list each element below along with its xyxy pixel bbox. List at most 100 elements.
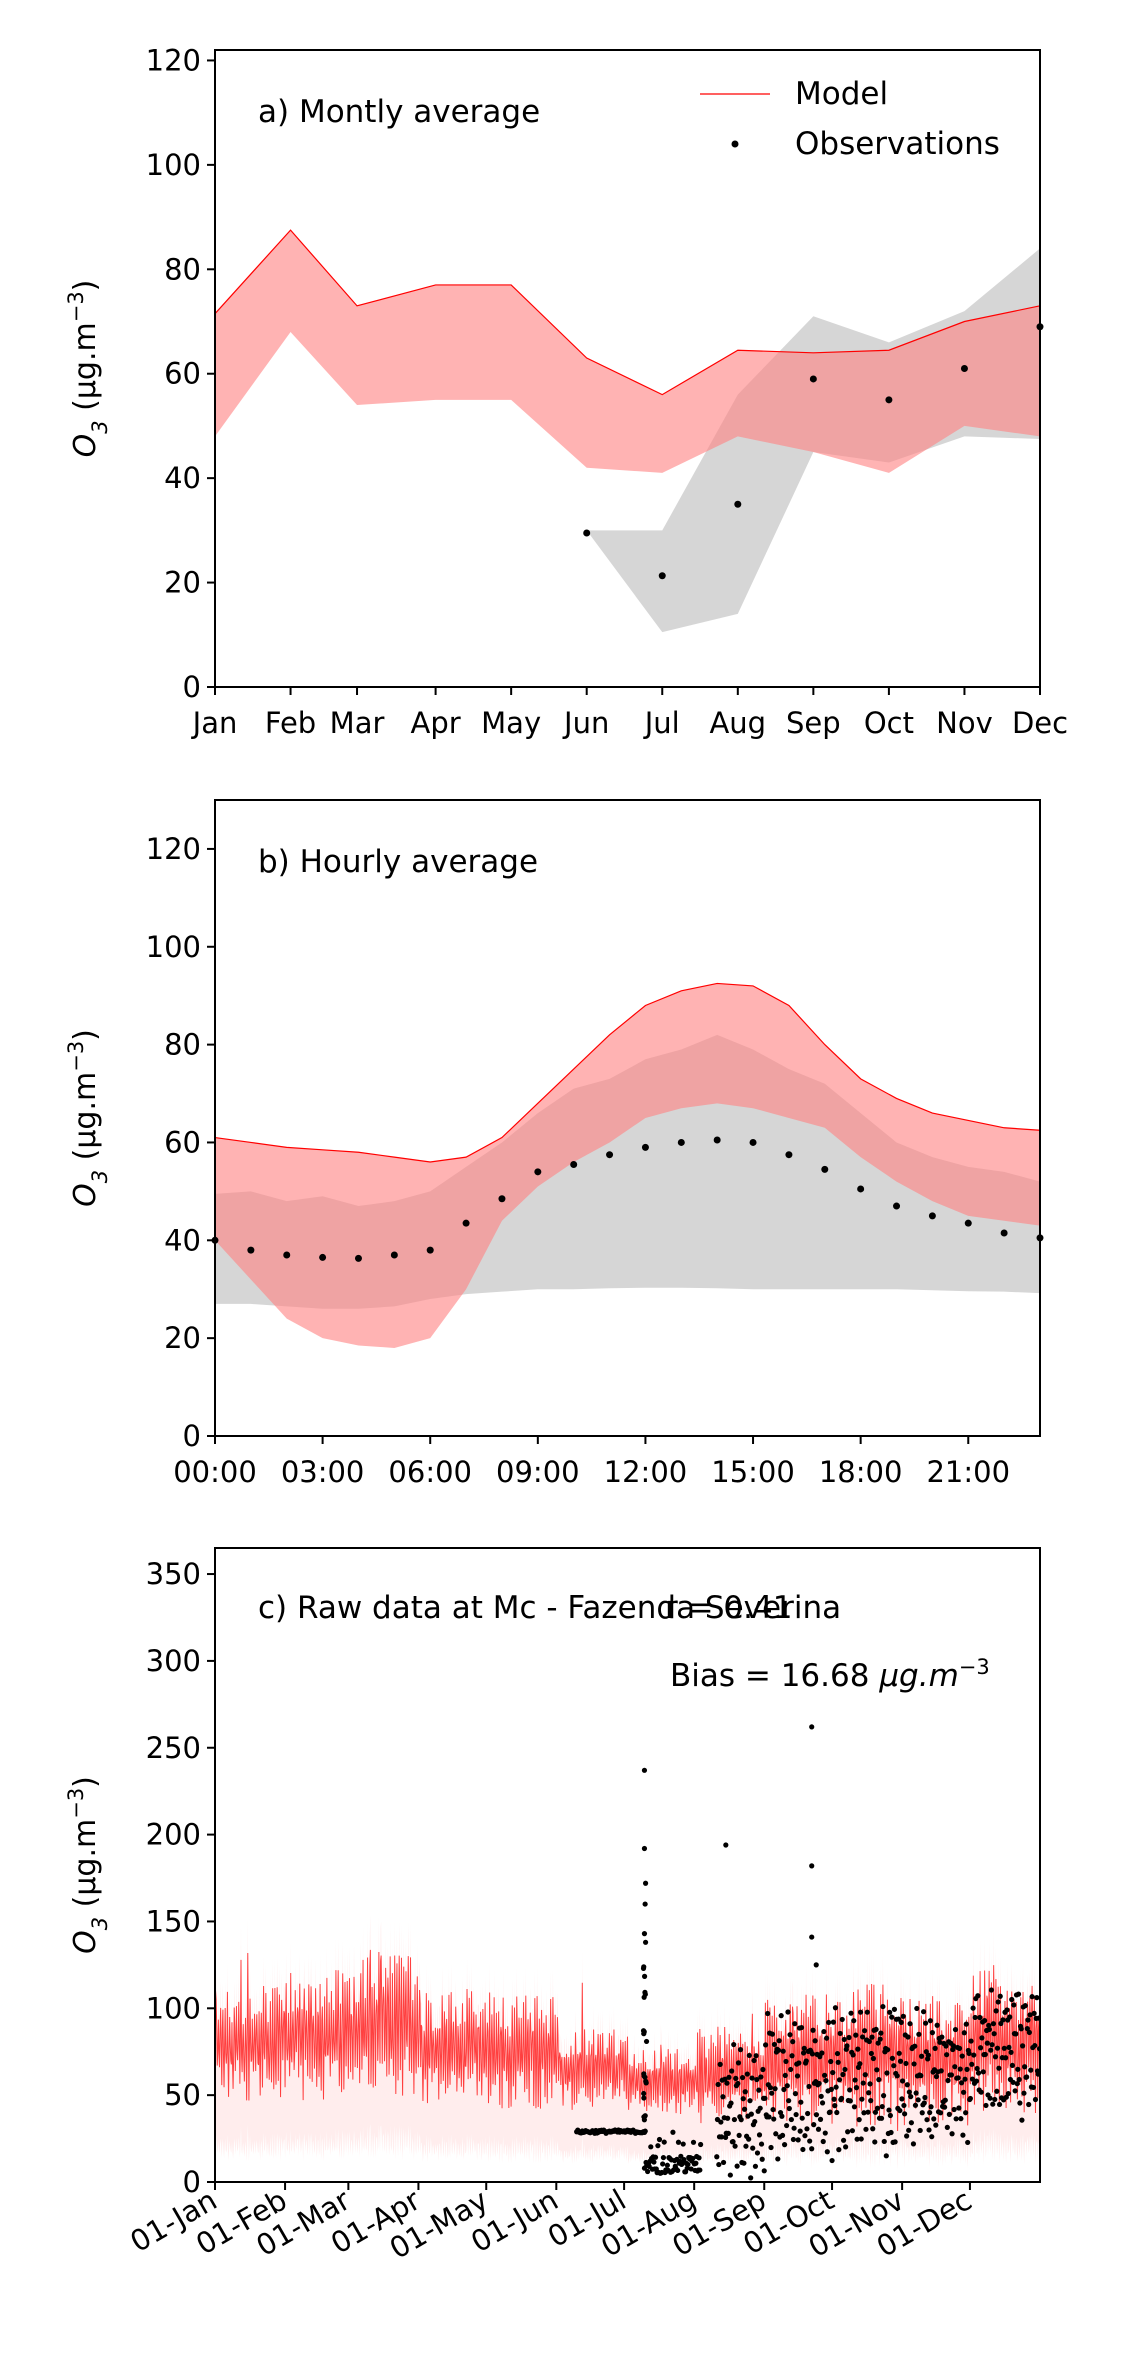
observation-raw-point — [835, 2059, 841, 2065]
observation-raw-point — [956, 2045, 963, 2051]
observation-raw-point — [1019, 2117, 1025, 2123]
observation-raw-point — [722, 2076, 728, 2082]
observation-raw-point — [917, 2127, 923, 2134]
panel-c-plot-area — [215, 1724, 1040, 2181]
observation-raw-point — [742, 2089, 748, 2095]
observation-raw-point — [908, 2120, 914, 2126]
observation-raw-point — [819, 2050, 825, 2056]
observation-raw-point — [884, 2070, 890, 2076]
observation-raw-point — [994, 2045, 1001, 2051]
observation-raw-point — [886, 2107, 892, 2113]
observation-raw-point — [809, 1724, 815, 1730]
ylabel-units: (μg.m — [68, 1072, 103, 1170]
observation-raw-point — [866, 2038, 872, 2045]
observation-raw-point — [859, 2096, 865, 2102]
observation-raw-point — [809, 2051, 815, 2057]
observation-raw-point — [963, 2110, 969, 2116]
observation-raw-point — [1022, 2003, 1028, 2009]
observation-raw-point — [1029, 1994, 1035, 2000]
observation-raw-point — [768, 2144, 774, 2151]
observation-raw-point — [741, 2160, 747, 2166]
observation-raw-point — [718, 2119, 724, 2125]
observation-raw-point — [780, 2048, 786, 2054]
observation-raw-point — [813, 2112, 820, 2118]
x-tick-label: 15:00 — [711, 1455, 795, 1489]
observation-raw-point — [806, 2083, 812, 2090]
observation-raw-point — [648, 2144, 654, 2150]
observation-raw-point — [731, 2116, 738, 2123]
observation-raw-point — [697, 2167, 703, 2173]
observation-raw-point — [889, 2014, 895, 2020]
observation-raw-point — [910, 2141, 917, 2147]
observation-point-2 — [283, 1251, 291, 1259]
observation-raw-point — [959, 2053, 965, 2059]
observation-raw-point — [1031, 2010, 1037, 2016]
observation-raw-point — [849, 2128, 855, 2134]
panel-b-plot-area — [211, 982, 1044, 1348]
observation-raw-point — [927, 2109, 933, 2116]
observation-raw-point — [855, 2046, 861, 2052]
ylabel-sub: 3 — [88, 1170, 112, 1183]
observation-raw-point — [763, 2042, 769, 2048]
observation-raw-point — [1015, 1991, 1022, 1997]
x-tick-label: Apr — [411, 706, 461, 740]
observation-raw-point — [926, 2127, 932, 2133]
observation-raw-point — [652, 2154, 659, 2160]
observation-raw-point — [743, 2143, 749, 2149]
observation-raw-point — [817, 2116, 824, 2122]
observation-point-6 — [426, 1246, 434, 1254]
observation-raw-point — [972, 2014, 978, 2021]
observation-raw-point — [788, 2066, 794, 2073]
observation-raw-point — [945, 2077, 951, 2084]
observation-raw-point — [758, 2074, 764, 2080]
observation-raw-point — [762, 2095, 768, 2101]
observation-raw-point — [655, 2143, 661, 2149]
observation-raw-point — [1014, 2081, 1020, 2087]
observation-raw-point — [775, 2156, 781, 2162]
observation-raw-point — [904, 2133, 910, 2139]
ylabel-sub: 3 — [88, 420, 112, 433]
panel-a-legend: Model Observations — [700, 76, 1000, 162]
ylabel-o: O — [68, 434, 103, 458]
observation-raw-point — [675, 2139, 682, 2145]
observation-raw-point — [798, 2099, 804, 2105]
observation-raw-point — [967, 2095, 973, 2102]
observation-raw-point — [851, 2104, 858, 2110]
observation-raw-point — [977, 2014, 983, 2021]
observation-raw-point — [792, 2021, 798, 2027]
observation-raw-point — [765, 2010, 771, 2017]
observation-raw-point — [744, 2071, 750, 2077]
observation-raw-point — [642, 1989, 648, 1995]
panel-b-y-ticks: 0 20 40 60 80 100 120 — [146, 832, 215, 1453]
x-tick-label: 00:00 — [173, 1455, 257, 1489]
observation-raw-point — [1019, 2043, 1026, 2049]
observation-raw-point — [920, 2009, 927, 2015]
panel-a-y-axis-label: O3 (μg.m−3) — [64, 280, 112, 458]
y-tick-label: 80 — [164, 252, 201, 286]
observation-raw-point — [783, 2058, 789, 2065]
observation-raw-point — [809, 2146, 815, 2152]
observation-raw-point — [953, 2116, 959, 2122]
observation-raw-point — [1034, 1995, 1040, 2001]
observation-raw-point — [888, 2129, 894, 2136]
observation-raw-point — [800, 2146, 806, 2153]
observation-raw-point — [993, 2008, 999, 2014]
observation-raw-point — [1001, 2045, 1007, 2051]
y-tick-label: 100 — [146, 1991, 201, 2025]
observation-raw-point — [847, 2098, 853, 2104]
observation-raw-point — [853, 2032, 859, 2038]
ylabel-close: ) — [68, 1029, 103, 1041]
x-tick-label: Nov — [936, 706, 993, 740]
observation-raw-point — [746, 2136, 752, 2142]
observation-raw-point — [781, 2142, 788, 2148]
observation-raw-point — [812, 2038, 818, 2044]
observation-raw-point — [970, 2005, 976, 2011]
y-tick-label: 40 — [164, 1223, 201, 1257]
observation-raw-point — [927, 2018, 933, 2024]
observation-raw-point — [642, 2128, 648, 2134]
observation-raw-point — [734, 2163, 740, 2169]
observation-raw-point — [779, 2113, 785, 2119]
observation-raw-point — [982, 2051, 988, 2058]
observation-raw-point — [924, 2117, 930, 2123]
observation-point-4 — [354, 1254, 362, 1262]
